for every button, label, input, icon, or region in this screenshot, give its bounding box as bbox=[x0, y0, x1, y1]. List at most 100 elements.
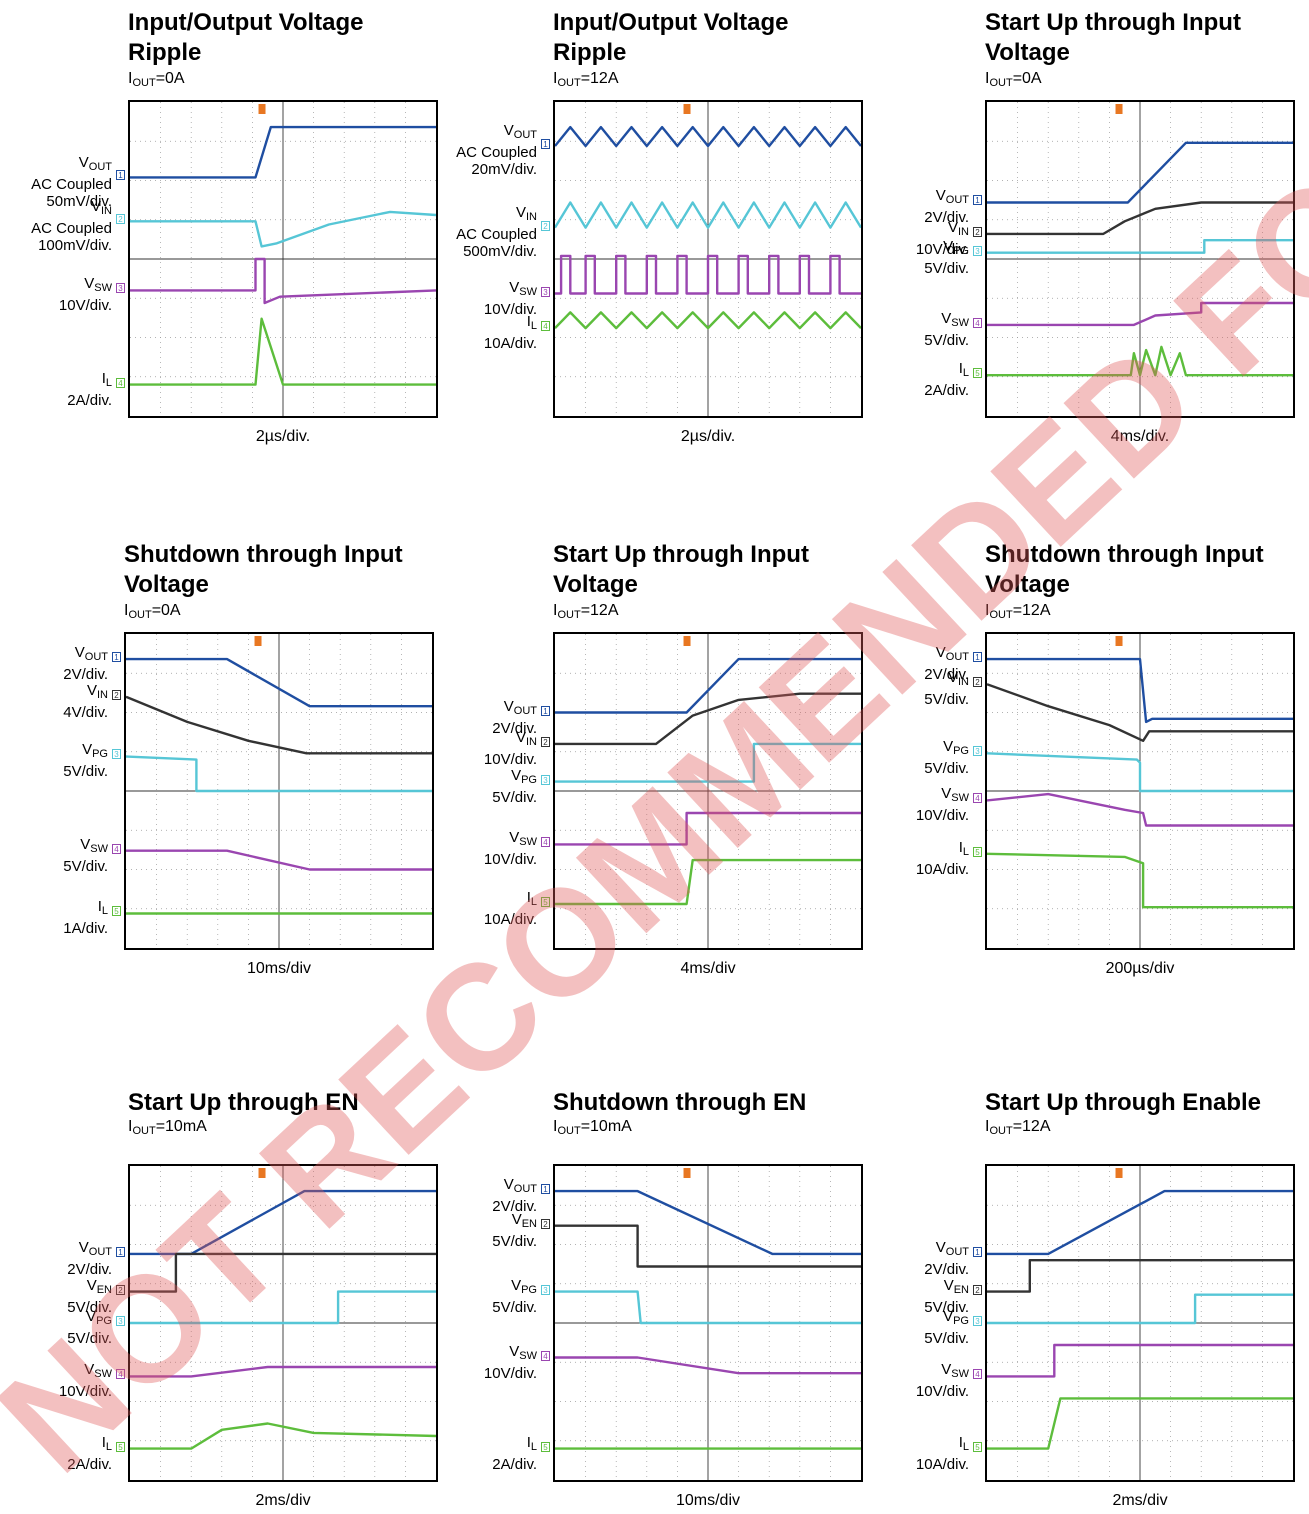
channel-label: IL 10A/div. bbox=[839, 839, 969, 878]
time-per-division: 2ms/div bbox=[1112, 1492, 1168, 1509]
test-condition: IOUT=10mA bbox=[128, 1118, 207, 1140]
test-condition: IOUT=0A bbox=[128, 70, 185, 92]
scope-panel: Shutdown through EN IOUT=10mA VOUT 2V/div. 1… bbox=[484, 1088, 983, 1509]
channel-name: IL bbox=[407, 313, 537, 335]
channel-scale: 2A/div. bbox=[924, 382, 969, 400]
channel-marker: 2 bbox=[973, 677, 982, 688]
trigger-marker bbox=[683, 636, 691, 646]
trace-vsw bbox=[126, 849, 432, 871]
trace-vout bbox=[130, 125, 436, 179]
trace-il bbox=[555, 311, 861, 330]
grid bbox=[987, 102, 1293, 416]
subscript: PG bbox=[953, 1315, 969, 1327]
trace-vin bbox=[555, 201, 861, 229]
test-condition: IOUT=12A bbox=[985, 602, 1051, 624]
channel-marker: 4 bbox=[973, 793, 982, 804]
channel-marker: 1 bbox=[541, 138, 550, 149]
channel-scale: 10V/div. bbox=[58, 1383, 112, 1401]
channel-marker: 2 bbox=[973, 1284, 982, 1295]
subscript: L bbox=[101, 905, 108, 918]
channel-marker: 2 bbox=[541, 220, 550, 231]
channel-label: VPG 5V/div. bbox=[407, 1277, 537, 1316]
channel-name: VPG bbox=[839, 238, 969, 260]
channel-scale: 10V/div. bbox=[483, 851, 537, 869]
channel-scale: 100mV/div. bbox=[38, 236, 112, 254]
channel-name: IL bbox=[839, 1434, 969, 1456]
channel-scale: 5V/div. bbox=[67, 1298, 112, 1316]
channel-label: VOUT 2V/div. bbox=[839, 187, 969, 226]
channel-name: VOUT bbox=[407, 698, 537, 720]
channel-scale: 10V/div. bbox=[483, 1364, 537, 1382]
channel-scale: 5V/div. bbox=[924, 760, 969, 778]
channel-marker: 5 bbox=[541, 1441, 550, 1452]
channel-marker: 1 bbox=[973, 652, 982, 663]
subscript: PG bbox=[96, 1315, 112, 1327]
panel-title: Shutdown through EN bbox=[553, 1089, 807, 1116]
channel-label: VSW 10V/div. bbox=[407, 829, 537, 868]
channel-scale: 10A/div. bbox=[483, 335, 537, 353]
trace-vsw bbox=[987, 1343, 1293, 1378]
scope-panel: Start Up through Input Voltage IOUT=0A VOU… bbox=[916, 8, 1309, 445]
oscilloscope-screen bbox=[124, 632, 434, 950]
scope-panel: Shutdown through Input Voltage IOUT=0A VOU… bbox=[63, 540, 554, 977]
channel-label: VOUT AC Coupled 20mV/div. bbox=[407, 122, 537, 178]
symbol: V bbox=[78, 153, 89, 171]
channel-scale: 5V/div. bbox=[924, 691, 969, 709]
symbol: V bbox=[503, 122, 514, 140]
trigger-marker bbox=[258, 104, 266, 114]
panel-title: Shutdown through Input Voltage bbox=[124, 541, 403, 598]
channel-scale: AC Coupled bbox=[456, 226, 537, 244]
symbol: I bbox=[526, 889, 531, 907]
channel-marker: 4 bbox=[541, 837, 550, 848]
scope-plot bbox=[130, 102, 436, 416]
channel-label: VEN 5V/div. bbox=[839, 1277, 969, 1316]
channel-label: VOUT AC Coupled 50mV/div. bbox=[0, 154, 112, 210]
trace-vpg bbox=[555, 1290, 861, 1325]
channel-name: VSW bbox=[0, 836, 108, 858]
channel-label: VIN 5V/div. bbox=[839, 669, 969, 708]
scope-plot bbox=[555, 634, 861, 948]
test-condition: IOUT=12A bbox=[553, 602, 619, 624]
channel-name: VOUT bbox=[407, 122, 537, 144]
channel-marker: 1 bbox=[116, 1246, 125, 1257]
channel-label: IL 10A/div. bbox=[839, 1434, 969, 1473]
subscript: OUT bbox=[945, 1245, 969, 1258]
symbol: V bbox=[80, 835, 91, 853]
trace-vpg bbox=[126, 755, 432, 793]
scope-plot bbox=[555, 1166, 861, 1480]
trace-vout bbox=[126, 657, 432, 708]
channel-scale: 10V/div. bbox=[915, 807, 969, 825]
time-per-division: 2ms/div bbox=[255, 1492, 311, 1509]
trace-vout bbox=[987, 657, 1293, 724]
trace-vpg bbox=[987, 1293, 1293, 1325]
channel-marker: 4 bbox=[973, 1369, 982, 1380]
channel-scale: 50mV/div. bbox=[46, 192, 112, 210]
channel-name: VOUT bbox=[839, 187, 969, 209]
channel-label: IL 2A/div. bbox=[839, 360, 969, 399]
channel-label: IL 10A/div. bbox=[407, 313, 537, 352]
channel-name: VOUT bbox=[0, 154, 112, 176]
trace-vin bbox=[130, 210, 436, 248]
scope-plot bbox=[126, 634, 432, 948]
condition-value: =10mA bbox=[580, 1118, 632, 1135]
channel-name: VIN bbox=[839, 219, 969, 241]
subscript: OUT bbox=[128, 609, 152, 621]
channel-scale: 20mV/div. bbox=[471, 161, 537, 179]
trace-vsw bbox=[987, 792, 1293, 827]
channel-marker: 1 bbox=[973, 1246, 982, 1257]
scope-panel: Start Up through Enable IOUT=12A VOUT 2V/di… bbox=[916, 1088, 1309, 1509]
scope-plot bbox=[130, 1166, 436, 1480]
oscilloscope-screen bbox=[985, 632, 1295, 950]
trace-vout bbox=[987, 141, 1293, 204]
subscript: EN bbox=[96, 1283, 112, 1296]
channel-marker: 3 bbox=[541, 1284, 550, 1295]
trace-vpg bbox=[987, 752, 1293, 793]
channel-scale: 2V/div. bbox=[492, 1198, 537, 1216]
channel-label: VPG 5V/div. bbox=[0, 741, 108, 780]
trace-vpg bbox=[555, 742, 861, 783]
channel-label: VEN 5V/div. bbox=[0, 1277, 112, 1316]
subscript: OUT bbox=[989, 1125, 1013, 1137]
scope-panel: Input/Output Voltage Ripple IOUT=0A VOUT AC… bbox=[31, 8, 558, 445]
oscilloscope-screen bbox=[553, 632, 863, 950]
channel-label: VSW 10V/div. bbox=[407, 1343, 537, 1382]
